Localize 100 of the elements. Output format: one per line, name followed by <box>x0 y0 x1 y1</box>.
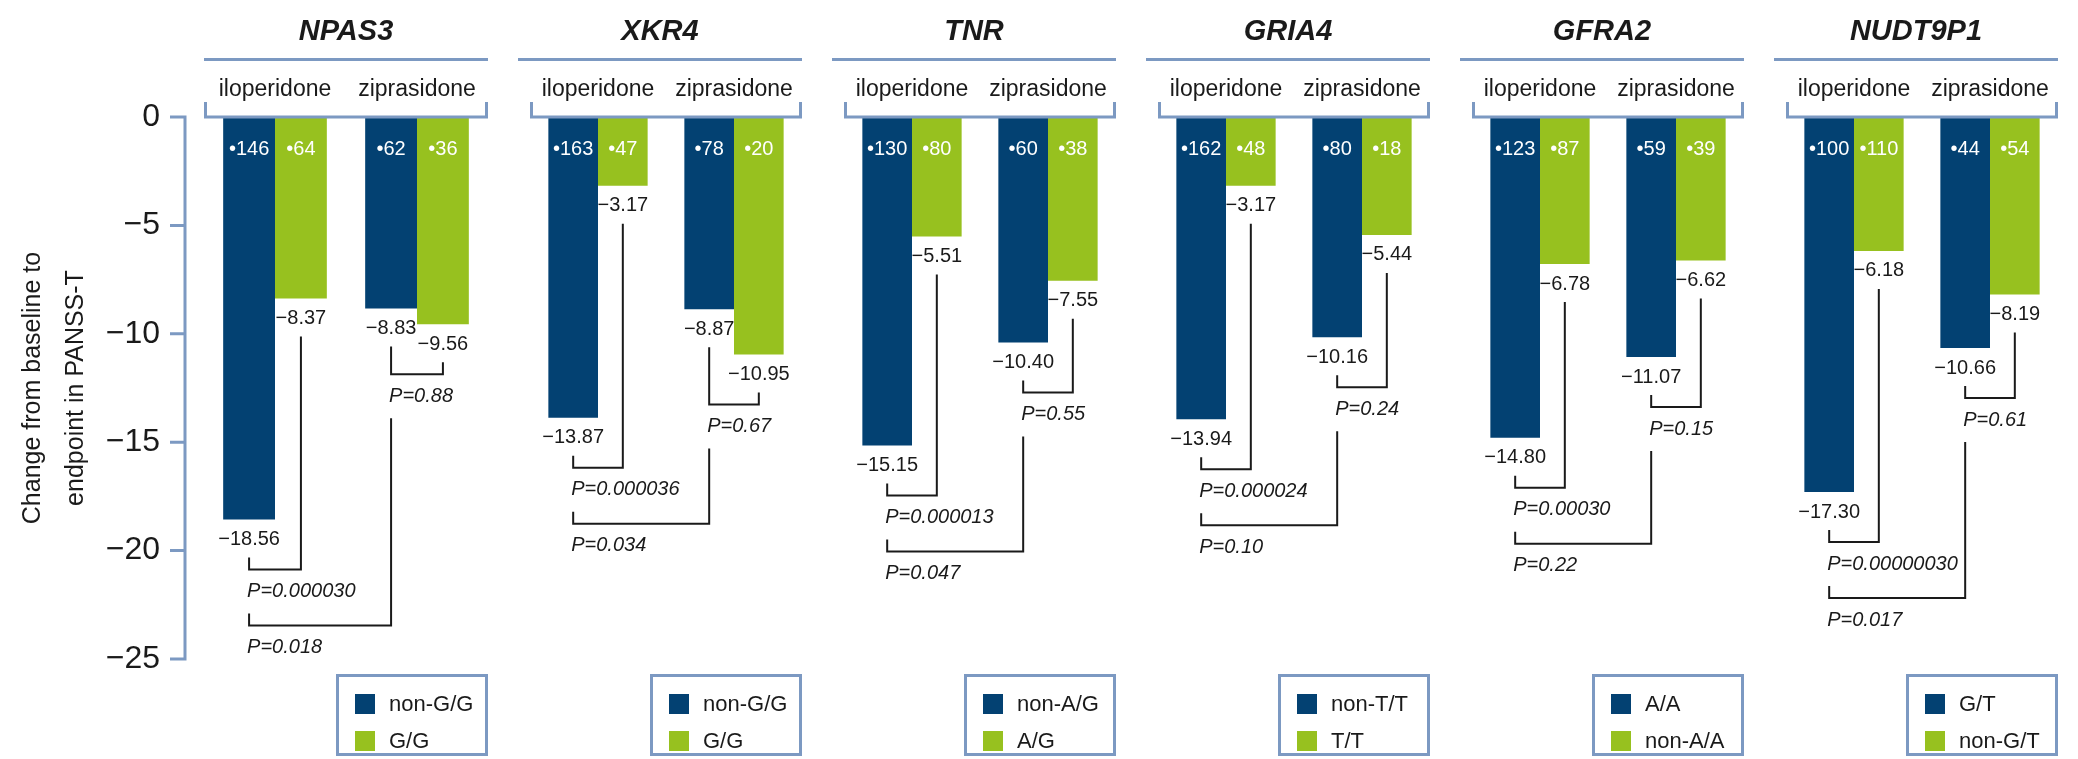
chart-title: XKR4 <box>619 14 700 48</box>
annotation: •38 <box>1058 136 1088 159</box>
legend-label: A/A <box>1645 690 1681 717</box>
x-tick-label: iloperidone <box>1483 74 1597 101</box>
annotation: P=0.00030 <box>1513 497 1611 520</box>
y-tick-label: −20 <box>105 530 160 567</box>
annotation: •123 <box>1494 136 1536 159</box>
annotation: P=0.15 <box>1649 416 1714 439</box>
annotation: •48 <box>1236 136 1266 159</box>
data-label: −8.19 <box>1989 302 2041 325</box>
annotation: •20 <box>744 136 774 159</box>
legend-label: G/T <box>1959 690 1996 717</box>
x-tick-label: iloperidone <box>218 74 332 101</box>
annotation: P=0.24 <box>1335 396 1400 419</box>
annotation: P=0.000024 <box>1199 478 1308 501</box>
data-label: −3.17 <box>597 193 649 216</box>
annotation: •130 <box>866 136 908 159</box>
annotation: •100 <box>1808 136 1850 159</box>
data-label: −10.95 <box>727 361 790 384</box>
x-tick-label: ziprasidone <box>1617 74 1735 101</box>
data-label: −6.78 <box>1539 271 1591 294</box>
x-tick-label: iloperidone <box>541 74 655 101</box>
annotation: •18 <box>1372 136 1402 159</box>
x-tick-label: ziprasidone <box>1931 74 2049 101</box>
data-label: −8.83 <box>365 315 417 338</box>
data-label: −18.56 <box>218 526 280 549</box>
annotation: •78 <box>694 136 724 159</box>
legend-label: non-A/A <box>1645 727 1725 754</box>
annotation: P=0.67 <box>707 413 772 436</box>
y-tick-label: −5 <box>123 205 160 242</box>
data-label: −6.62 <box>1675 268 1727 291</box>
data-label: −7.55 <box>1047 288 1099 311</box>
annotation: •62 <box>376 136 406 159</box>
data-label: −13.87 <box>542 425 605 448</box>
legend-label: T/T <box>1331 727 1364 754</box>
annotation: P=0.000030 <box>247 578 356 601</box>
chart-title: GFRA2 <box>1551 14 1653 48</box>
data-label: −17.30 <box>1798 499 1861 522</box>
legend-label: non-T/T <box>1331 690 1409 717</box>
data-label: −13.94 <box>1170 426 1233 449</box>
annotation: •64 <box>286 136 316 159</box>
annotation: P=0.55 <box>1021 402 1086 425</box>
x-tick-label: ziprasidone <box>1303 74 1421 101</box>
annotation: •163 <box>552 136 594 159</box>
data-label: −5.51 <box>911 243 963 266</box>
data-label: −3.17 <box>1225 193 1277 216</box>
y-tick-label: −10 <box>105 313 160 350</box>
annotation: •59 <box>1636 136 1666 159</box>
annotation: •60 <box>1008 136 1038 159</box>
annotation: •80 <box>1322 136 1352 159</box>
annotation: •87 <box>1550 136 1580 159</box>
legend-label: non-A/G <box>1017 690 1099 717</box>
chart-title: NPAS3 <box>297 14 395 48</box>
data-label: −10.40 <box>992 349 1055 372</box>
annotation: P=0.88 <box>389 383 454 406</box>
annotation: P=0.017 <box>1827 607 1904 630</box>
annotation: •39 <box>1686 136 1716 159</box>
annotation: P=0.000036 <box>571 477 681 500</box>
data-label: −10.66 <box>1934 355 1997 378</box>
data-label: −8.87 <box>683 316 735 339</box>
y-axis-title: Change from baseline to endpoint in PANSS-T <box>17 251 89 525</box>
legend-label: G/G <box>389 727 430 754</box>
x-tick-label: iloperidone <box>1169 74 1283 101</box>
data-label: −11.07 <box>1621 364 1682 387</box>
legend-label: A/G <box>1017 727 1055 754</box>
legend-label: non-G/T <box>1959 727 2040 754</box>
x-tick-label: ziprasidone <box>358 74 476 101</box>
data-label: −14.80 <box>1484 445 1547 468</box>
annotation: •47 <box>608 136 638 159</box>
data-label: −10.16 <box>1306 344 1369 367</box>
chart-title: NUDT9P1 <box>1848 14 1984 48</box>
annotation: P=0.61 <box>1963 407 2028 430</box>
legend-label: non-G/G <box>389 690 474 717</box>
x-tick-label: iloperidone <box>1797 74 1911 101</box>
annotation: P=0.22 <box>1513 553 1578 576</box>
annotation: •54 <box>2000 136 2030 159</box>
annotation: P=0.047 <box>885 561 962 584</box>
annotation: P=0.00000030 <box>1827 551 1958 574</box>
data-label: −9.56 <box>417 331 469 354</box>
x-tick-label: ziprasidone <box>675 74 793 101</box>
annotation: P=0.018 <box>247 634 323 657</box>
y-tick-label: −15 <box>105 422 160 459</box>
legend-label: non-G/G <box>703 690 788 717</box>
x-tick-label: iloperidone <box>855 74 969 101</box>
annotation: •44 <box>1950 136 1980 159</box>
legend-label: G/G <box>703 727 744 754</box>
data-label: −5.44 <box>1361 242 1413 265</box>
data-label: −15.15 <box>856 452 919 475</box>
x-tick-label: ziprasidone <box>989 74 1107 101</box>
chart-title: TNR <box>943 14 1005 48</box>
data-label: −6.18 <box>1853 258 1905 281</box>
chart-title: GRIA4 <box>1242 14 1334 48</box>
annotation: •80 <box>922 136 952 159</box>
annotation: •110 <box>1859 136 1899 159</box>
annotation: P=0.034 <box>571 533 647 556</box>
annotation: P=0.000013 <box>885 505 994 528</box>
y-tick-label: 0 <box>142 96 160 133</box>
data-label: −8.37 <box>275 305 327 328</box>
annotation: P=0.10 <box>1199 534 1264 557</box>
annotation: •36 <box>428 136 458 159</box>
